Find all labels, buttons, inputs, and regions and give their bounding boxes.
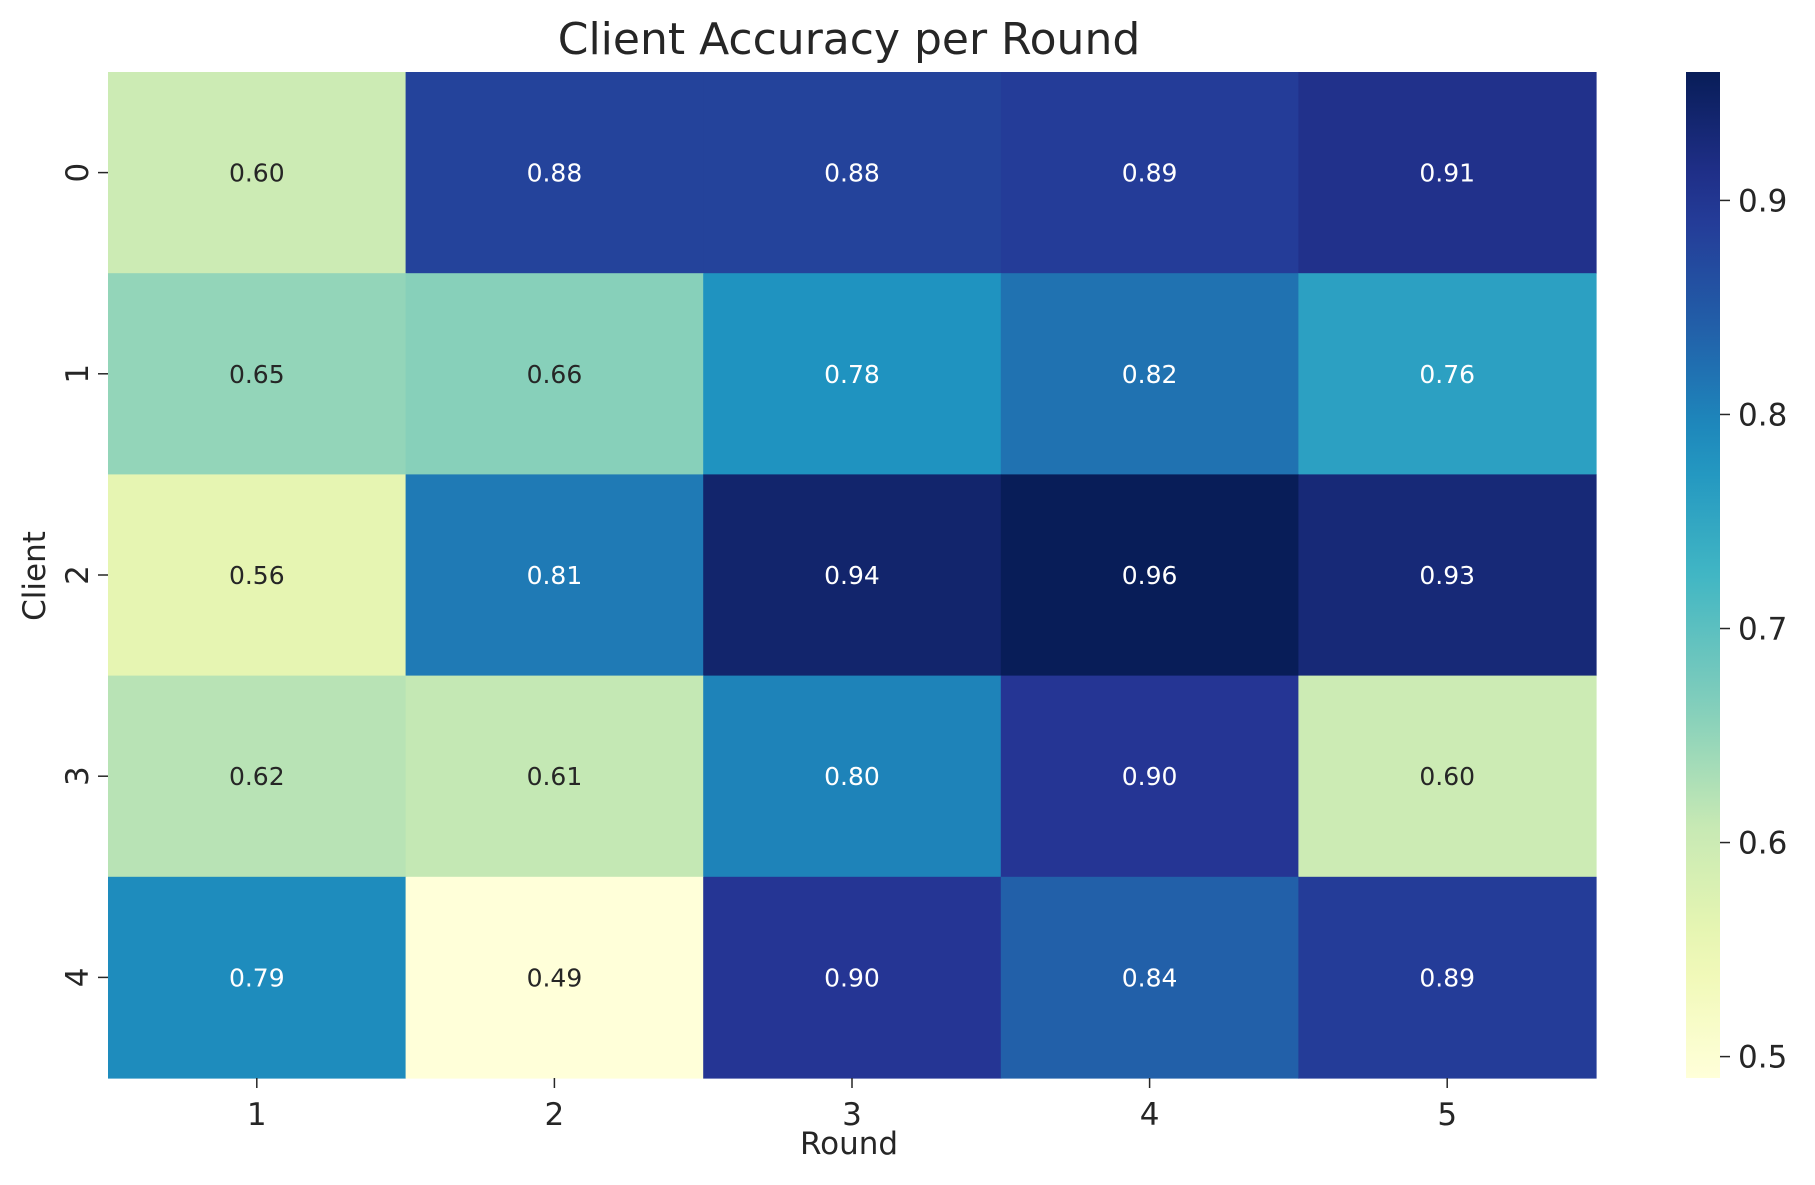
heatmap-cell bbox=[1000, 273, 1299, 475]
y-tick-label: 1 bbox=[60, 364, 96, 384]
heatmap-cell bbox=[1298, 876, 1597, 1079]
heatmap-cell-labels: 0.60 0.88 0.88 0.89 0.91 0.65 0.66 0.78 0.82 0.76… bbox=[229, 159, 1475, 993]
heatmap-cell bbox=[1000, 876, 1299, 1079]
colorbar-tick-label: 0.6 bbox=[1738, 826, 1787, 862]
cell-value-label: 0.89 bbox=[1122, 159, 1178, 188]
cell-value-label: 0.94 bbox=[824, 561, 880, 590]
heatmap-cell bbox=[108, 675, 407, 878]
chart-title: Client Accuracy per Round bbox=[558, 14, 1141, 65]
cell-value-label: 0.62 bbox=[229, 762, 285, 791]
y-tick-label: 3 bbox=[60, 766, 96, 786]
heatmap-cell bbox=[108, 474, 407, 677]
x-axis-label: Round bbox=[800, 1126, 898, 1162]
heatmap-cell bbox=[703, 876, 1002, 1079]
cell-value-label: 0.78 bbox=[824, 360, 880, 389]
cell-value-label: 0.84 bbox=[1122, 963, 1178, 992]
heatmap-cell bbox=[703, 474, 1002, 677]
heatmap-cell bbox=[108, 273, 407, 475]
heatmap-cell bbox=[1000, 72, 1299, 274]
y-axis-label: Client bbox=[17, 531, 53, 621]
cell-value-label: 0.93 bbox=[1419, 561, 1475, 590]
cell-value-label: 0.60 bbox=[1419, 762, 1475, 791]
colorbar-tick-label: 0.7 bbox=[1738, 612, 1787, 648]
x-tick-label: 5 bbox=[1437, 1097, 1457, 1133]
x-tick-label: 1 bbox=[247, 1097, 267, 1133]
heatmap-cell bbox=[405, 876, 704, 1079]
x-tick-label: 3 bbox=[842, 1097, 862, 1133]
y-tick-label: 0 bbox=[60, 163, 96, 183]
cell-value-label: 0.60 bbox=[229, 159, 285, 188]
y-tick-label: 2 bbox=[60, 565, 96, 585]
colorbar bbox=[1686, 72, 1720, 1078]
cell-value-label: 0.96 bbox=[1122, 561, 1178, 590]
heatmap-cell bbox=[1000, 474, 1299, 677]
colorbar-ticks: 0.5 0.6 0.7 0.8 0.9 bbox=[1720, 183, 1787, 1076]
heatmap-cell bbox=[108, 72, 407, 274]
cell-value-label: 0.56 bbox=[229, 561, 285, 590]
cell-value-label: 0.91 bbox=[1419, 159, 1475, 188]
colorbar-tick-label: 0.5 bbox=[1738, 1040, 1787, 1076]
cell-value-label: 0.61 bbox=[527, 762, 583, 791]
cell-value-label: 0.90 bbox=[1122, 762, 1178, 791]
x-tick-label: 4 bbox=[1140, 1097, 1160, 1133]
heatmap-cell bbox=[703, 72, 1002, 274]
x-axis: 1 2 3 4 5 bbox=[247, 1078, 1457, 1133]
cell-value-label: 0.66 bbox=[527, 360, 583, 389]
cell-value-label: 0.49 bbox=[527, 963, 583, 992]
colorbar-tick-label: 0.9 bbox=[1738, 183, 1787, 219]
cell-value-label: 0.79 bbox=[229, 963, 285, 992]
heatmap-cell bbox=[108, 876, 407, 1079]
heatmap-cell bbox=[405, 675, 704, 878]
cell-value-label: 0.82 bbox=[1122, 360, 1178, 389]
cell-value-label: 0.65 bbox=[229, 360, 285, 389]
heatmap-cell bbox=[405, 474, 704, 677]
heatmap-cell bbox=[1298, 72, 1597, 274]
colorbar-tick-label: 0.8 bbox=[1738, 397, 1787, 433]
cell-value-label: 0.88 bbox=[527, 159, 583, 188]
cell-value-label: 0.81 bbox=[527, 561, 583, 590]
heatmap-cell bbox=[1298, 273, 1597, 475]
cell-value-label: 0.80 bbox=[824, 762, 880, 791]
y-tick-label: 4 bbox=[60, 968, 96, 988]
heatmap-cell bbox=[405, 273, 704, 475]
heatmap-cells bbox=[108, 72, 1597, 1079]
heatmap-cell bbox=[1298, 474, 1597, 677]
y-axis: 0 1 2 3 4 bbox=[60, 163, 108, 988]
heatmap-cell bbox=[1298, 675, 1597, 878]
cell-value-label: 0.89 bbox=[1419, 963, 1475, 992]
cell-value-label: 0.76 bbox=[1419, 360, 1475, 389]
heatmap-cell bbox=[1000, 675, 1299, 878]
cell-value-label: 0.88 bbox=[824, 159, 880, 188]
x-tick-label: 2 bbox=[545, 1097, 565, 1133]
heatmap-cell bbox=[703, 273, 1002, 475]
heatmap-cell bbox=[405, 72, 704, 274]
cell-value-label: 0.90 bbox=[824, 963, 880, 992]
heatmap-cell bbox=[703, 675, 1002, 878]
